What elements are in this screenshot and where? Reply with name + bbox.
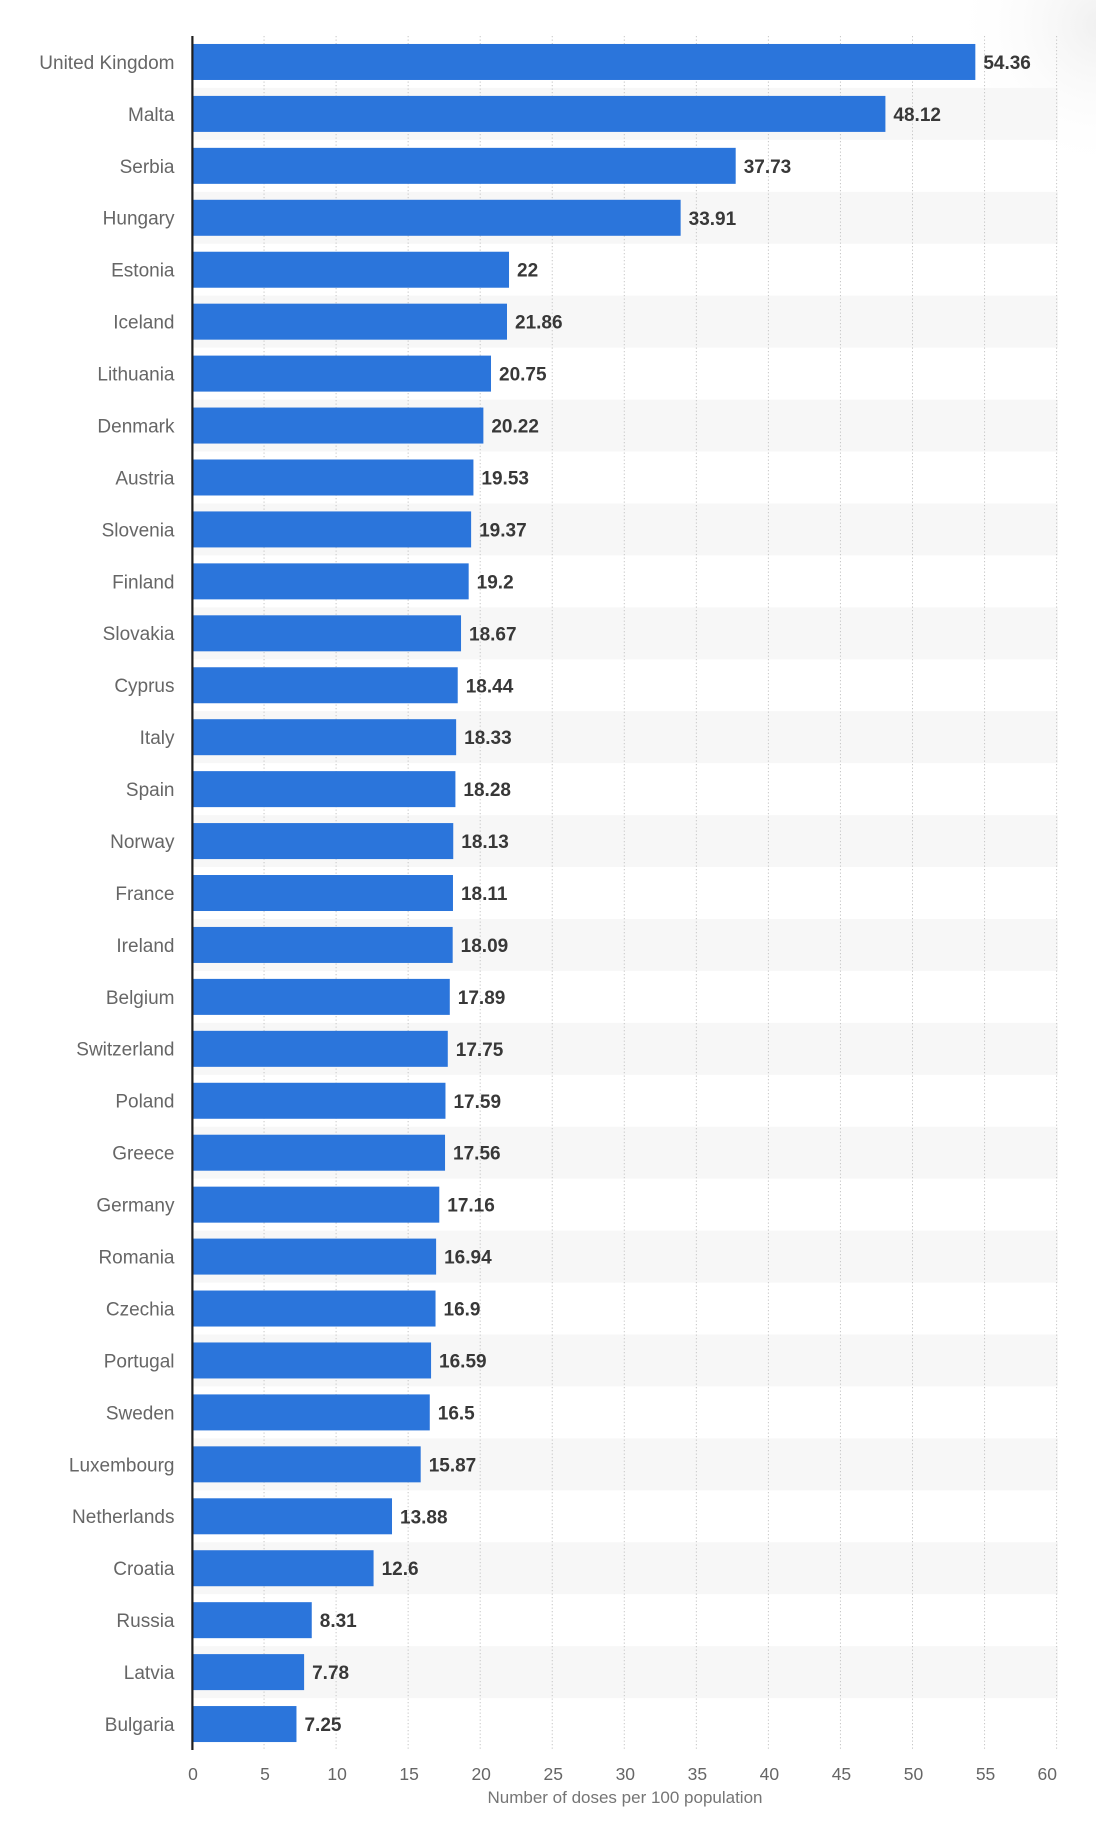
svg-text:10: 10 [327,1764,347,1784]
svg-text:Spain: Spain [126,780,175,801]
svg-text:20.75: 20.75 [499,365,547,386]
svg-text:Croatia: Croatia [113,1559,175,1580]
svg-text:18.44: 18.44 [466,676,514,697]
svg-text:20: 20 [471,1764,491,1784]
svg-text:54.36: 54.36 [983,53,1031,74]
svg-text:17.16: 17.16 [447,1196,495,1217]
svg-text:35: 35 [688,1764,707,1784]
svg-text:Italy: Italy [140,728,175,749]
svg-text:20.22: 20.22 [491,417,539,438]
svg-text:Switzerland: Switzerland [76,1040,174,1061]
svg-text:19.37: 19.37 [479,520,527,541]
svg-text:25: 25 [544,1764,563,1784]
svg-text:18.67: 18.67 [469,624,517,645]
svg-text:18.28: 18.28 [463,780,511,801]
svg-text:17.75: 17.75 [456,1040,504,1061]
svg-text:Norway: Norway [110,832,175,853]
svg-text:18.13: 18.13 [461,832,509,853]
svg-text:0: 0 [188,1764,198,1784]
svg-text:16.94: 16.94 [444,1248,492,1269]
svg-text:Lithuania: Lithuania [97,365,175,386]
svg-text:Number of doses per 100 popula: Number of doses per 100 population [487,1788,762,1807]
svg-text:55: 55 [976,1764,995,1784]
svg-text:12.6: 12.6 [382,1559,419,1580]
svg-text:18.33: 18.33 [464,728,512,749]
svg-text:Luxembourg: Luxembourg [69,1455,175,1476]
svg-text:7.78: 7.78 [312,1663,349,1684]
svg-text:Czechia: Czechia [106,1299,175,1320]
svg-text:Netherlands: Netherlands [72,1507,174,1528]
svg-text:18.11: 18.11 [461,884,508,905]
svg-text:8.31: 8.31 [320,1611,357,1632]
svg-text:Greece: Greece [112,1144,174,1165]
svg-text:Slovakia: Slovakia [103,624,175,645]
svg-text:Estonia: Estonia [111,261,175,282]
svg-text:16.5: 16.5 [438,1403,475,1424]
svg-text:16.59: 16.59 [439,1351,487,1372]
svg-text:Ireland: Ireland [116,936,174,957]
svg-text:5: 5 [260,1764,270,1784]
svg-text:Germany: Germany [96,1196,175,1217]
svg-text:France: France [115,884,174,905]
svg-text:Finland: Finland [112,572,174,593]
svg-text:Austria: Austria [115,468,175,489]
svg-text:21.86: 21.86 [515,313,563,334]
svg-text:15.87: 15.87 [429,1455,477,1476]
svg-text:United Kingdom: United Kingdom [39,53,174,74]
svg-text:30: 30 [616,1764,636,1784]
svg-text:Portugal: Portugal [104,1351,175,1372]
svg-text:60: 60 [1038,1764,1058,1784]
svg-text:Russia: Russia [116,1611,175,1632]
svg-text:50: 50 [904,1764,924,1784]
svg-text:Slovenia: Slovenia [102,520,175,541]
svg-text:18.09: 18.09 [461,936,509,957]
svg-text:17.59: 17.59 [453,1092,501,1113]
svg-text:Bulgaria: Bulgaria [105,1715,175,1736]
svg-text:15: 15 [399,1764,418,1784]
svg-text:Cyprus: Cyprus [114,676,174,697]
svg-text:Sweden: Sweden [106,1403,175,1424]
svg-text:45: 45 [832,1764,851,1784]
svg-text:Hungary: Hungary [103,209,175,230]
svg-text:22: 22 [517,261,538,282]
svg-text:Iceland: Iceland [113,313,174,334]
svg-text:Serbia: Serbia [120,157,175,178]
svg-text:Poland: Poland [115,1092,174,1113]
svg-text:37.73: 37.73 [744,157,792,178]
svg-text:Belgium: Belgium [106,988,175,1009]
svg-text:48.12: 48.12 [893,105,941,126]
svg-text:17.56: 17.56 [453,1144,501,1165]
svg-text:16.9: 16.9 [444,1300,481,1321]
svg-text:13.88: 13.88 [400,1507,448,1528]
svg-text:7.25: 7.25 [304,1715,341,1736]
svg-text:19.53: 19.53 [481,468,529,489]
svg-text:Romania: Romania [98,1247,174,1268]
svg-text:19.2: 19.2 [477,572,514,593]
svg-text:33.91: 33.91 [689,209,737,230]
svg-text:40: 40 [760,1764,780,1784]
svg-text:Denmark: Denmark [97,416,175,437]
svg-text:Latvia: Latvia [124,1663,175,1684]
svg-text:Malta: Malta [128,105,175,126]
svg-text:17.89: 17.89 [458,988,506,1009]
